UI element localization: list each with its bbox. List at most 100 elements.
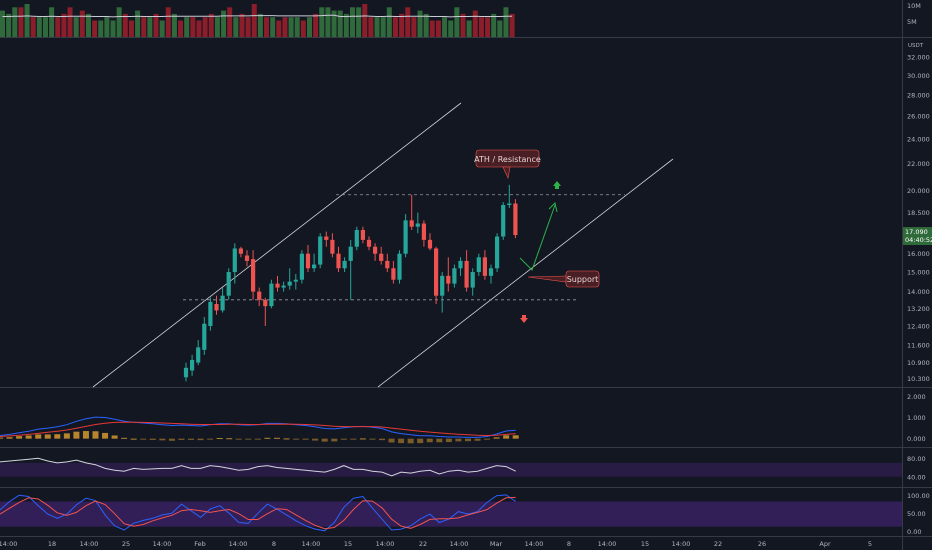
candle <box>342 257 347 273</box>
time-axis-label: Mar <box>490 540 503 548</box>
macd-hist-bar <box>245 438 252 440</box>
volume-bar <box>18 7 24 38</box>
volume-bar <box>337 10 343 38</box>
stoch-axis-label: 0.00 <box>907 528 921 536</box>
volume-bar <box>276 20 282 37</box>
volume-bar <box>12 7 18 38</box>
time-axis-label: 22 <box>714 540 722 548</box>
trend-channel[interactable] <box>92 102 674 388</box>
time-axis-label: 25 <box>122 540 130 548</box>
candle-body <box>452 268 457 284</box>
candle <box>354 226 359 251</box>
candle <box>220 287 225 313</box>
macd-hist-bar <box>512 435 519 439</box>
price-axis-label: 14.000 <box>907 288 930 296</box>
time-scale[interactable]: 14:00 18 14:00 25 14:00 Feb 14:00 8 14:00 15 14:00… <box>0 540 872 548</box>
price-axis-label: 13.200 <box>907 305 930 313</box>
volume-bar <box>356 7 362 38</box>
time-axis-label: 14:00 <box>376 540 395 548</box>
volume-bar <box>227 7 233 38</box>
candle-body <box>440 275 445 296</box>
macd-hist-bar <box>6 437 13 439</box>
candle-body <box>354 229 359 247</box>
candle-body <box>208 301 213 327</box>
macd-hist-bar <box>111 435 118 439</box>
macd-hist-bar <box>369 438 376 440</box>
candle <box>318 233 323 269</box>
rsi-line <box>0 457 516 477</box>
price-axis-label: 11.600 <box>907 341 930 349</box>
macd-hist-bar <box>407 438 414 444</box>
volume-bar <box>251 4 257 37</box>
time-axis-label: 22 <box>419 540 427 548</box>
volume-bar <box>300 20 306 37</box>
channel-lower-line[interactable] <box>377 158 674 388</box>
volume-bar <box>270 17 276 37</box>
price-axis-label: 16.000 <box>907 250 930 258</box>
candle-body <box>385 260 390 269</box>
candle <box>458 257 463 276</box>
volume-bar <box>325 7 331 38</box>
stoch-k-line <box>0 494 516 532</box>
volume-bar <box>208 13 214 37</box>
price-axis-label: 20.000 <box>907 187 930 195</box>
price-scale[interactable]: 10M 5M 32.000 30.000 28.000 26.000 24.000 22.00… <box>907 2 930 536</box>
candle-body <box>263 299 268 307</box>
projection-path[interactable] <box>519 202 558 271</box>
macd-hist-bar <box>359 438 366 440</box>
volume-bar <box>257 13 263 37</box>
candle-body <box>434 248 439 296</box>
macd-hist-bar <box>426 438 433 443</box>
candle <box>360 226 365 244</box>
time-axis-label: 15 <box>344 540 352 548</box>
volume-bar <box>466 20 472 37</box>
volume-bar <box>411 17 417 37</box>
macd-hist-bar <box>503 435 510 439</box>
candle-body <box>202 323 207 350</box>
candle <box>397 250 402 284</box>
candle-body <box>214 304 219 311</box>
support-callout-pointer <box>527 275 567 283</box>
volume-bar <box>55 17 61 37</box>
macd-hist-bar <box>0 437 3 439</box>
candle <box>287 268 292 290</box>
volume-bar <box>405 7 411 38</box>
candle <box>238 246 243 258</box>
candle-body <box>318 236 323 265</box>
resistance-callout-pointer <box>502 166 511 179</box>
time-axis-label: 18 <box>48 540 56 548</box>
candle-body <box>281 285 286 288</box>
volume-axis-label: 5M <box>907 18 917 26</box>
candle <box>305 245 311 273</box>
macd-hist-bar <box>264 437 271 439</box>
candle <box>452 264 457 288</box>
macd-hist-bar <box>235 438 242 440</box>
macd-axis-label: 2.000 <box>907 393 926 401</box>
macd-hist-bar <box>207 438 214 440</box>
candle <box>495 233 500 273</box>
candle-body <box>312 264 317 269</box>
candle <box>488 264 494 284</box>
channel-upper-line[interactable] <box>92 102 462 388</box>
candle-body <box>244 255 250 261</box>
candle <box>348 239 353 300</box>
macd-hist-bar <box>474 438 481 441</box>
support-callout[interactable]: Support <box>527 270 600 288</box>
candle <box>427 233 433 251</box>
macd-hist-bar <box>293 438 300 440</box>
candle-body <box>269 283 274 307</box>
time-axis-label: Feb <box>194 540 206 548</box>
volume-bar <box>478 17 484 37</box>
volume-bar <box>67 7 73 38</box>
volume-bar <box>368 17 374 37</box>
candle-body <box>251 259 256 292</box>
resistance-callout[interactable]: ATH / Resistance <box>474 149 541 179</box>
candle <box>373 243 378 261</box>
macd-hist-bar <box>178 438 185 440</box>
candle <box>421 220 426 247</box>
macd-hist-bar <box>35 434 42 439</box>
candle-body <box>342 260 347 269</box>
candle-body <box>391 268 396 280</box>
